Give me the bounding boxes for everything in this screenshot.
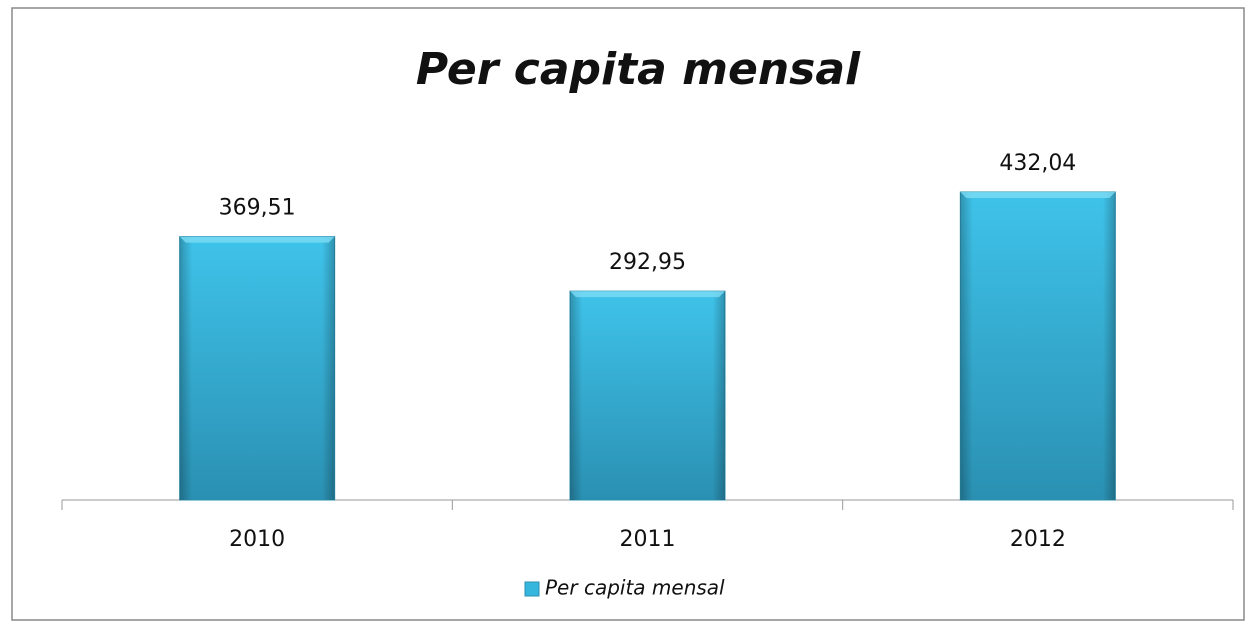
legend-swatch bbox=[524, 581, 540, 597]
legend-text: Per capita mensal bbox=[545, 576, 725, 600]
x-tick-label: 2011 bbox=[620, 527, 676, 552]
bar-cap bbox=[960, 192, 1116, 198]
data-label: 292,95 bbox=[609, 250, 686, 275]
data-label: 369,51 bbox=[219, 196, 296, 221]
bar-shade bbox=[960, 192, 1116, 500]
x-tick-label: 2012 bbox=[1010, 527, 1066, 552]
bar-shade bbox=[570, 291, 725, 500]
data-label: 432,04 bbox=[999, 151, 1076, 176]
chart-title: Per capita mensal bbox=[416, 44, 861, 95]
bar-shade bbox=[179, 236, 335, 500]
bar-cap bbox=[179, 236, 335, 243]
x-tick-label: 2010 bbox=[229, 527, 285, 552]
bar-cap bbox=[570, 291, 725, 298]
